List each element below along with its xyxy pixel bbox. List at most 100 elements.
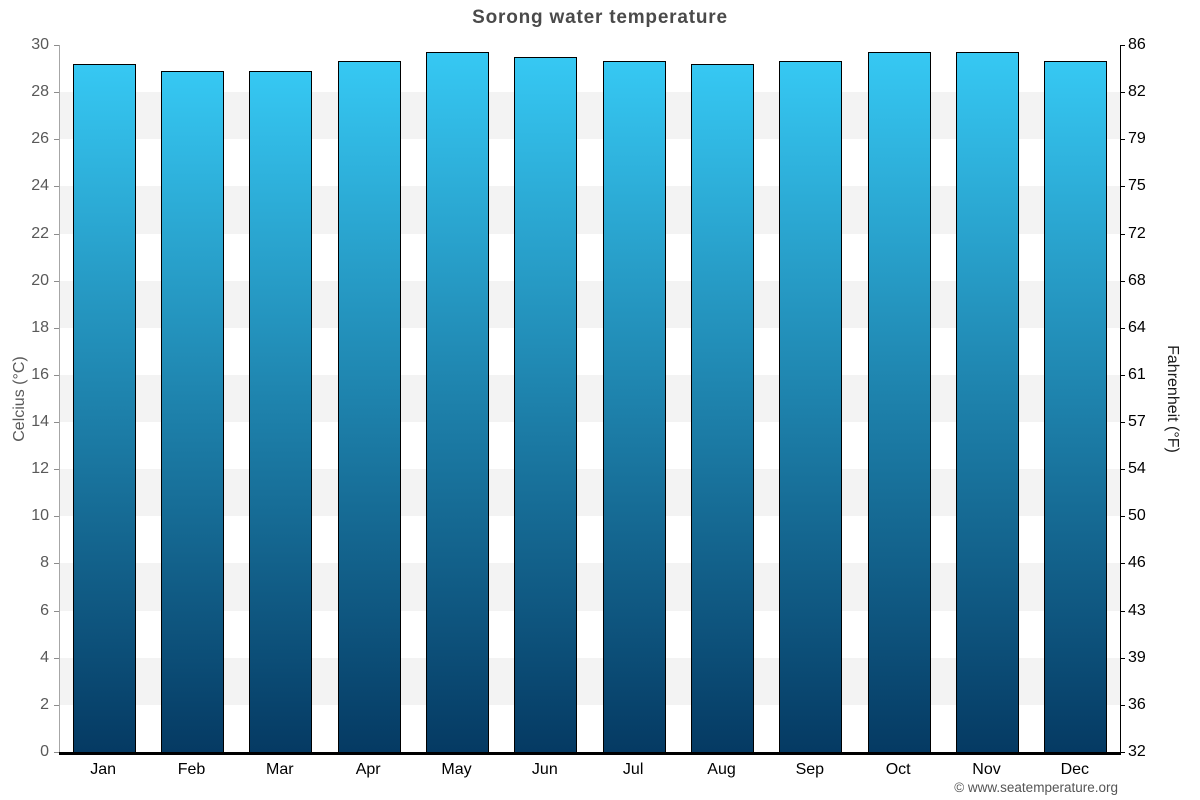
plot-band — [60, 374, 1120, 423]
y-tick-label-celsius: 12 — [31, 460, 49, 478]
y-tick-label-fahrenheit: 57 — [1128, 413, 1146, 431]
y-axis-title-fahrenheit: Fahrenheit (°F) — [1164, 345, 1181, 453]
plot-band — [60, 422, 1120, 470]
y-tickmark-left — [54, 563, 59, 565]
y-tickmark-right — [1120, 422, 1125, 424]
plot-band — [60, 139, 1120, 187]
y-tickmark-left — [54, 92, 59, 94]
y-tickmark-right — [1120, 186, 1125, 188]
x-tick-label-sep: Sep — [795, 761, 825, 778]
bar-dec — [1044, 61, 1108, 752]
x-tick-label-dec: Dec — [1060, 761, 1090, 778]
y-tick-label-fahrenheit: 50 — [1128, 507, 1146, 525]
plot-band — [60, 610, 1120, 658]
y-tickmark-right — [1120, 280, 1125, 282]
bar-sep — [779, 61, 843, 752]
y-tick-label-fahrenheit: 61 — [1128, 365, 1146, 383]
plot-band — [60, 45, 1120, 93]
plot-band — [60, 92, 1120, 140]
plot-band — [60, 233, 1120, 281]
y-tickmark-right — [1120, 233, 1125, 235]
y-tick-label-fahrenheit: 43 — [1128, 601, 1146, 619]
y-tickmark-left — [54, 469, 59, 471]
y-tick-label-celsius: 30 — [31, 36, 49, 53]
y-tick-label-celsius: 8 — [40, 554, 49, 572]
x-tick-label-apr: Apr — [355, 761, 381, 778]
y-tick-label-celsius: 4 — [40, 648, 49, 666]
y-tick-label-fahrenheit: 68 — [1128, 271, 1146, 289]
bar-aug — [691, 63, 754, 752]
plot-band — [60, 563, 1120, 611]
x-tick-label-jan: Jan — [90, 761, 117, 778]
y-tick-label-celsius: 16 — [31, 365, 49, 383]
plot-band — [60, 657, 1120, 705]
bar-jul — [602, 61, 666, 752]
y-tickmark-right — [1120, 563, 1125, 565]
bar-nov — [956, 52, 1019, 752]
y-tickmark-left — [54, 704, 59, 706]
copyright-link[interactable]: © www.seatemperature.org — [954, 780, 1118, 795]
x-tick-label-jul: Jul — [622, 761, 644, 778]
x-tick-label-oct: Oct — [885, 761, 911, 778]
y-tickmark-right — [1120, 610, 1125, 612]
y-tick-label-celsius: 2 — [40, 695, 49, 713]
y-tick-label-fahrenheit: 54 — [1128, 460, 1146, 478]
y-tick-label-fahrenheit: 32 — [1128, 743, 1146, 760]
y-tick-label-fahrenheit: 46 — [1128, 554, 1146, 572]
y-tickmark-right — [1120, 327, 1125, 329]
y-tickmark-left — [54, 752, 59, 753]
plot-band — [60, 327, 1120, 375]
bar-apr — [337, 61, 401, 752]
plot-band — [60, 186, 1120, 234]
plot-band — [60, 704, 1120, 752]
bar-jun — [514, 56, 578, 752]
plot-band — [60, 469, 1120, 517]
y-tickmark-left — [54, 657, 59, 659]
y-tick-label-celsius: 14 — [31, 413, 49, 431]
x-tick-label-may: May — [441, 761, 472, 778]
y-tick-label-fahrenheit: 39 — [1128, 648, 1146, 666]
y-tick-label-celsius: 22 — [31, 224, 49, 242]
y-tickmark-left — [54, 139, 59, 141]
plot-band — [60, 516, 1120, 564]
y-tickmark-right — [1120, 657, 1125, 659]
y-tick-label-fahrenheit: 82 — [1128, 83, 1146, 101]
y-tickmark-right — [1120, 704, 1125, 706]
x-tick-label-aug: Aug — [707, 761, 736, 778]
plot-area — [59, 45, 1121, 753]
y-tick-label-fahrenheit: 79 — [1128, 130, 1146, 148]
y-tick-label-celsius: 26 — [31, 130, 49, 148]
y-tick-label-fahrenheit: 72 — [1128, 224, 1146, 242]
y-tickmark-left — [54, 45, 59, 46]
y-tickmark-right — [1120, 752, 1125, 753]
bar-mar — [249, 70, 313, 752]
bar-jan — [72, 63, 136, 752]
y-tickmark-right — [1120, 516, 1125, 518]
bar-feb — [161, 70, 224, 752]
y-tick-label-celsius: 20 — [31, 271, 49, 289]
plot-band — [60, 280, 1120, 328]
y-tick-label-fahrenheit: 75 — [1128, 177, 1146, 195]
y-tick-label-celsius: 28 — [31, 83, 49, 101]
y-tick-label-fahrenheit: 64 — [1128, 318, 1146, 336]
y-tick-label-celsius: 0 — [40, 743, 49, 760]
y-tickmark-left — [54, 233, 59, 235]
y-tickmark-right — [1120, 45, 1125, 46]
x-tick-label-jun: Jun — [531, 761, 558, 778]
bar-oct — [867, 52, 931, 752]
bar-may — [426, 52, 489, 752]
y-tickmark-left — [54, 516, 59, 518]
y-tick-label-celsius: 24 — [31, 177, 49, 195]
y-tickmark-left — [54, 186, 59, 188]
y-tickmark-right — [1120, 92, 1125, 94]
y-tickmark-left — [54, 422, 59, 424]
x-tick-label-feb: Feb — [177, 761, 206, 778]
y-tickmark-left — [54, 280, 59, 282]
y-tickmark-right — [1120, 374, 1125, 376]
y-tick-label-fahrenheit: 86 — [1128, 36, 1146, 53]
y-tickmark-right — [1120, 469, 1125, 471]
x-tick-label-mar: Mar — [266, 761, 294, 778]
y-tick-label-fahrenheit: 36 — [1128, 695, 1146, 713]
y-tickmark-right — [1120, 139, 1125, 141]
